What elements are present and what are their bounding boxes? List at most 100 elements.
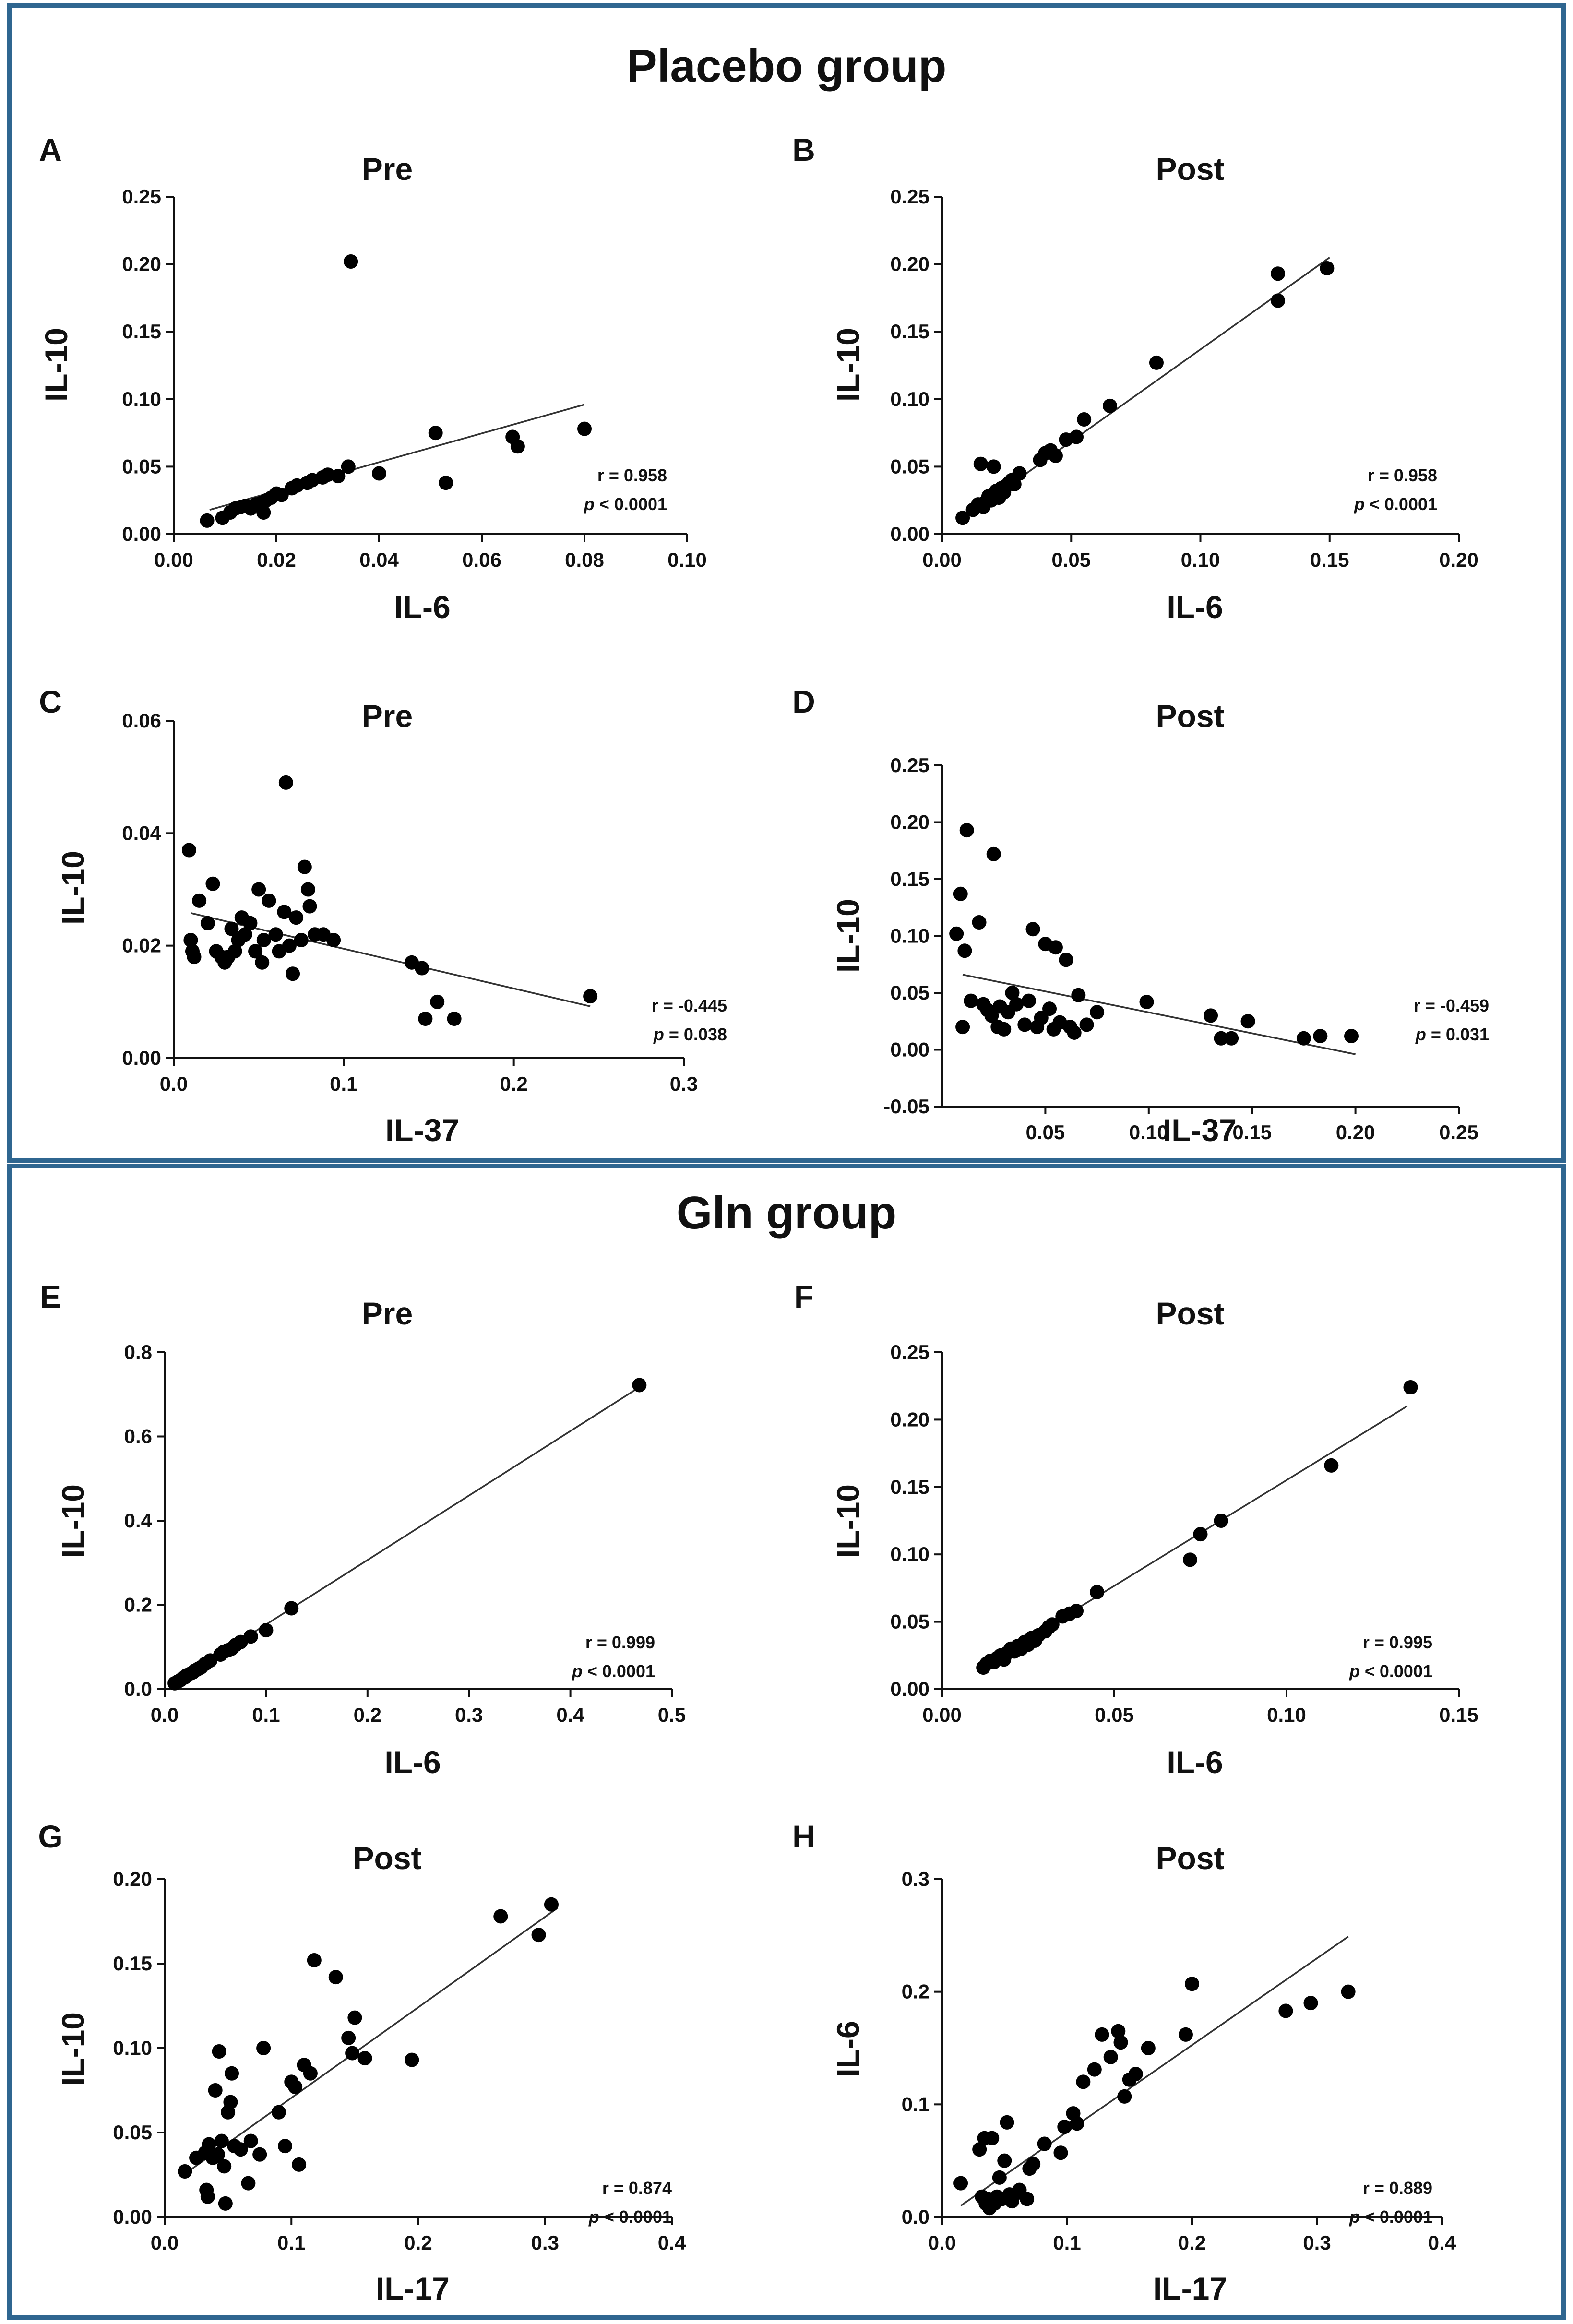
panel-a-x-tick-label: 0.04 xyxy=(359,548,399,571)
panel-f-data-point xyxy=(1182,1552,1197,1567)
panel-d-data-point xyxy=(1224,1031,1239,1046)
panel-d-y-tick-label: 0.25 xyxy=(890,754,930,776)
panel-h-data-point xyxy=(1037,2136,1052,2151)
panel-b-letter: B xyxy=(792,132,815,167)
panel-e-data-point xyxy=(632,1378,647,1393)
panel-a-y-label: IL-10 xyxy=(38,328,74,402)
panel-e-r-value: r = 0.999 xyxy=(585,1633,655,1652)
panel-g-x-tick-label: 0.2 xyxy=(404,2231,432,2254)
panel-a-x-tick-label: 0.08 xyxy=(565,548,604,571)
panel-c-y-label: IL-10 xyxy=(55,851,91,925)
panel-a-p-number: < 0.0001 xyxy=(595,494,667,514)
panel-d-data-point xyxy=(1048,940,1063,955)
panel-e-title: Pre xyxy=(362,1296,413,1331)
panel-g-data-point xyxy=(252,2147,267,2162)
panel-h-data-point xyxy=(985,2131,1000,2145)
panel-e-p-number: < 0.0001 xyxy=(583,1661,655,1681)
panel-a-data-point xyxy=(577,421,592,436)
panel-f-y-tick-label: 0.00 xyxy=(890,1678,930,1700)
panel-c-p-number: = 0.038 xyxy=(664,1025,727,1044)
panel-f-letter: F xyxy=(794,1279,813,1314)
panel-g-data-point xyxy=(292,2157,307,2172)
panel-g-data-point xyxy=(202,2137,216,2152)
panel-g-y-tick-label: 0.05 xyxy=(113,2121,152,2144)
panel-h-letter: H xyxy=(792,1819,815,1854)
panel-h-data-point xyxy=(1026,2157,1041,2171)
panel-a-x-tick-label: 0.10 xyxy=(667,548,707,571)
panel-e-x-tick-label: 0.2 xyxy=(354,1704,381,1726)
panel-e-x-tick-label: 0.1 xyxy=(252,1704,280,1726)
panel-c-data-point xyxy=(447,1011,462,1026)
panel-b-data-point xyxy=(1012,466,1027,481)
panel-b-data-point xyxy=(1103,398,1118,413)
panel-f-x-tick-label: 0.05 xyxy=(1095,1704,1134,1726)
panel-e-letter: E xyxy=(40,1279,61,1314)
panel-g-y-label: IL-10 xyxy=(55,2012,91,2086)
panel-c-data-point xyxy=(289,910,304,925)
panel-a-data-point xyxy=(331,469,346,484)
panel-d-data-point xyxy=(1079,1017,1094,1032)
panel-c-title: Pre xyxy=(362,698,413,734)
panel-g-data-point xyxy=(358,2051,372,2066)
panel-a-title: Pre xyxy=(362,151,413,187)
panel-d-y-tick-label: -0.05 xyxy=(883,1095,930,1118)
panel-a-letter: A xyxy=(39,132,62,167)
panel-h-data-point xyxy=(1278,2003,1293,2018)
panel-g-letter: G xyxy=(38,1819,62,1854)
panel-h-y-tick-label: 0.3 xyxy=(902,1868,930,1890)
panel-d-data-point xyxy=(1204,1008,1218,1023)
panel-h-regression-line xyxy=(960,1936,1349,2206)
panel-c-data-point xyxy=(418,1011,433,1026)
panel-h-data-point xyxy=(1111,2024,1126,2038)
panel-h-y-tick-label: 0.0 xyxy=(902,2205,930,2228)
panel-g-data-point xyxy=(493,1909,508,1924)
panels: A Pre 0.00 0.05 0.10 0.15 0.20 0.25 0.00 0.02 0.04… xyxy=(38,132,1489,2306)
panel-b-data-point xyxy=(973,456,988,471)
panel-d-title: Post xyxy=(1156,698,1224,734)
panel-b-p-symbol: p xyxy=(1354,494,1365,514)
panel-c-x-tick-label: 0.2 xyxy=(500,1073,527,1095)
panel-c-data-point xyxy=(430,994,445,1009)
panel-b-data-point xyxy=(1271,266,1286,281)
panel-a-y-tick-label: 0.10 xyxy=(122,388,161,410)
panel-h-data-point xyxy=(1020,2192,1035,2206)
panel-h-y-tick-label: 0.1 xyxy=(902,2093,930,2115)
panel-c-data-point xyxy=(297,859,312,874)
panel-g-x-tick-label: 0.1 xyxy=(277,2231,305,2254)
panel-c: C Pre 0.00 0.02 0.04 0.06 0.0 0.1 0.2 0.3 IL-37 IL-… xyxy=(39,684,727,1148)
panel-g-data-point xyxy=(233,2142,248,2157)
panel-d-regression-line xyxy=(962,974,1356,1055)
panel-d-data-point xyxy=(984,1008,999,1023)
panel-c-r-value: r = -0.445 xyxy=(652,996,727,1015)
panel-e-y-tick-label: 0.0 xyxy=(124,1678,152,1700)
panel-c-data-point xyxy=(415,961,429,976)
panel-b-y-tick-label: 0.05 xyxy=(890,455,930,477)
panel-d-data-point xyxy=(1005,986,1020,1000)
panel-c-data-point xyxy=(200,916,215,930)
panel-b: B Post 0.00 0.05 0.10 0.15 0.20 0.25 0.00 0.05 0.1… xyxy=(792,132,1478,625)
panel-g-data-point xyxy=(256,2041,271,2055)
panel-b-x-tick-label: 0.05 xyxy=(1051,548,1091,571)
panel-b-x-tick-label: 0.15 xyxy=(1310,548,1349,571)
panel-c-data-point xyxy=(294,932,309,947)
panel-g-data-point xyxy=(345,2046,360,2061)
panel-d-data-point xyxy=(949,926,964,941)
panel-c-data-point xyxy=(183,932,198,947)
panel-b-x-tick-label: 0.00 xyxy=(922,548,962,571)
panel-f-x-label: IL-6 xyxy=(1167,1744,1223,1780)
gln-group-title: Gln group xyxy=(677,1187,897,1239)
panel-h-data-point xyxy=(1303,1996,1318,2011)
panel-d-data-point xyxy=(1296,1031,1311,1046)
panel-g-y-tick-label: 0.10 xyxy=(113,2037,152,2059)
panel-d-data-point xyxy=(1025,922,1040,937)
panel-e-x-tick-label: 0.4 xyxy=(556,1704,584,1726)
panel-d-data-point xyxy=(1009,997,1024,1012)
panel-g-data-point xyxy=(278,2139,293,2154)
panel-d-p-value: p = 0.031 xyxy=(1415,1025,1489,1044)
panel-f-data-point xyxy=(1403,1380,1418,1395)
panel-d-p-symbol: p xyxy=(1415,1025,1426,1044)
panel-d-y-tick-label: 0.00 xyxy=(890,1038,930,1061)
panel-d-data-point xyxy=(1214,1031,1228,1046)
panel-g-data-point xyxy=(225,2066,239,2081)
